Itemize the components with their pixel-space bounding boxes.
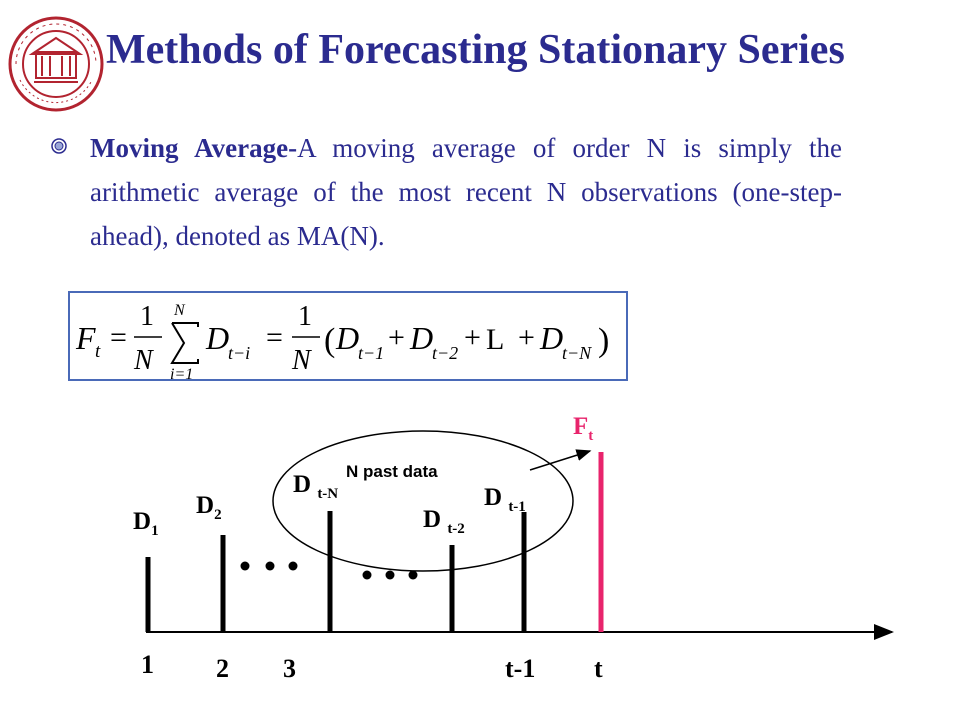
formula-dn: D bbox=[539, 320, 563, 356]
bullet-term: Moving Average bbox=[90, 133, 289, 163]
forecast-arrow bbox=[529, 449, 592, 471]
axis-label-1: 1 bbox=[141, 650, 154, 679]
formula-frac2-den: N bbox=[291, 345, 312, 376]
formula-lhs: F bbox=[75, 320, 96, 356]
svg-text:+: + bbox=[464, 321, 481, 354]
data-label-dt1: D t-1 bbox=[484, 484, 526, 515]
bullet-paragraph: Moving Average-A moving average of order… bbox=[90, 126, 842, 258]
data-label-dt2: D t-2 bbox=[423, 506, 465, 537]
ellipsis-dots-left bbox=[240, 561, 298, 571]
page-title: Methods of Forecasting Stationary Series bbox=[106, 27, 845, 73]
bullet-separator: - bbox=[288, 133, 298, 163]
moving-average-formula: F t = 1 N N i=1 D t−i = 1 N ( D t−1 + D … bbox=[75, 301, 609, 383]
svg-text:=: = bbox=[266, 321, 283, 354]
formula-box: F t = 1 N N i=1 D t−i = 1 N ( D t−1 + D … bbox=[68, 291, 628, 383]
ellipsis-dots-right bbox=[362, 570, 418, 580]
formula-term: D bbox=[205, 320, 229, 356]
formula-frac2-num: 1 bbox=[298, 301, 312, 332]
formula-d2-sub: t−2 bbox=[432, 343, 458, 363]
axis-label-t-1: t-1 bbox=[505, 654, 536, 683]
svg-text:+: + bbox=[388, 321, 405, 354]
data-label-d2: D2 bbox=[196, 492, 222, 523]
data-label-d1: D1 bbox=[133, 508, 159, 539]
axis-label-3: 3 bbox=[283, 654, 296, 683]
formula-d1: D bbox=[335, 320, 359, 356]
past-data-ellipse bbox=[272, 430, 574, 572]
formula-frac1-den: N bbox=[133, 345, 154, 376]
svg-text:): ) bbox=[598, 322, 609, 359]
data-label-dtn: D t-N bbox=[293, 471, 339, 502]
formula-d1-sub: t−1 bbox=[358, 343, 384, 363]
forecast-label: Ft bbox=[573, 413, 594, 444]
formula-ellipsis: L bbox=[486, 323, 504, 356]
axis-label-2: 2 bbox=[216, 654, 229, 683]
formula-d2: D bbox=[409, 320, 433, 356]
bullet-disc-icon bbox=[51, 138, 67, 154]
past-data-label: N past data bbox=[346, 462, 438, 481]
formula-term-sub: t−i bbox=[228, 343, 250, 363]
formula-sum-lower: i=1 bbox=[170, 366, 193, 379]
formula-lhs-sub: t bbox=[95, 341, 101, 362]
svg-text:+: + bbox=[518, 321, 535, 354]
formula-frac1-num: 1 bbox=[140, 301, 154, 332]
axis-label-t: t bbox=[594, 654, 603, 683]
svg-text:=: = bbox=[110, 321, 127, 354]
formula-dn-sub: t−N bbox=[562, 343, 592, 363]
formula-sum-upper: N bbox=[173, 302, 186, 319]
university-seal-icon bbox=[8, 16, 104, 112]
svg-text:(: ( bbox=[324, 322, 335, 359]
bullet-definition: A moving average of order N is simply th… bbox=[90, 133, 842, 251]
